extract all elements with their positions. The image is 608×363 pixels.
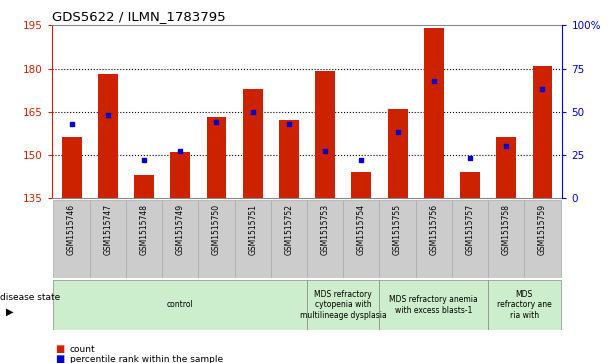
Bar xyxy=(207,117,226,198)
Bar xyxy=(488,280,561,330)
Bar xyxy=(134,175,154,198)
Bar xyxy=(61,138,81,198)
Text: GSM1515747: GSM1515747 xyxy=(103,204,112,255)
Text: GSM1515758: GSM1515758 xyxy=(502,204,511,254)
Text: GSM1515755: GSM1515755 xyxy=(393,204,402,255)
Text: GSM1515759: GSM1515759 xyxy=(538,204,547,255)
Text: ■: ■ xyxy=(55,344,64,354)
Bar xyxy=(452,200,488,278)
Bar xyxy=(496,138,516,198)
Bar xyxy=(416,200,452,278)
Bar xyxy=(379,280,488,330)
Bar xyxy=(162,200,198,278)
Text: GSM1515750: GSM1515750 xyxy=(212,204,221,255)
Text: GSM1515757: GSM1515757 xyxy=(466,204,474,255)
Text: GSM1515746: GSM1515746 xyxy=(67,204,76,255)
Bar xyxy=(54,280,307,330)
Text: MDS refractory
cytopenia with
multilineage dysplasia: MDS refractory cytopenia with multilinea… xyxy=(300,290,387,320)
Bar xyxy=(315,72,335,198)
Text: GSM1515754: GSM1515754 xyxy=(357,204,366,255)
Text: ■: ■ xyxy=(55,354,64,363)
Bar xyxy=(243,89,263,198)
Text: GSM1515752: GSM1515752 xyxy=(285,204,294,254)
Bar xyxy=(126,200,162,278)
Bar xyxy=(271,200,307,278)
Bar xyxy=(235,200,271,278)
Text: GSM1515749: GSM1515749 xyxy=(176,204,185,255)
Bar xyxy=(460,172,480,198)
Text: GSM1515756: GSM1515756 xyxy=(429,204,438,255)
Bar xyxy=(351,172,371,198)
Text: GSM1515751: GSM1515751 xyxy=(248,204,257,254)
Bar xyxy=(98,74,118,198)
Bar xyxy=(54,200,90,278)
Bar xyxy=(344,200,379,278)
Bar xyxy=(170,152,190,198)
Text: disease state: disease state xyxy=(0,293,60,302)
Bar xyxy=(198,200,235,278)
Bar xyxy=(90,200,126,278)
Bar xyxy=(307,280,379,330)
Text: GSM1515748: GSM1515748 xyxy=(140,204,148,254)
Text: ▶: ▶ xyxy=(6,307,13,317)
Bar xyxy=(279,120,299,198)
Bar xyxy=(533,66,553,198)
Text: GDS5622 / ILMN_1783795: GDS5622 / ILMN_1783795 xyxy=(52,10,226,23)
Bar xyxy=(488,200,524,278)
Text: percentile rank within the sample: percentile rank within the sample xyxy=(70,355,223,363)
Bar xyxy=(307,200,344,278)
Text: MDS
refractory ane
ria with: MDS refractory ane ria with xyxy=(497,290,551,320)
Bar xyxy=(388,109,407,198)
Bar xyxy=(524,200,561,278)
Text: GSM1515753: GSM1515753 xyxy=(320,204,330,255)
Bar xyxy=(379,200,416,278)
Text: MDS refractory anemia
with excess blasts-1: MDS refractory anemia with excess blasts… xyxy=(390,295,478,315)
Text: count: count xyxy=(70,345,95,354)
Text: control: control xyxy=(167,301,193,309)
Bar xyxy=(424,28,444,198)
